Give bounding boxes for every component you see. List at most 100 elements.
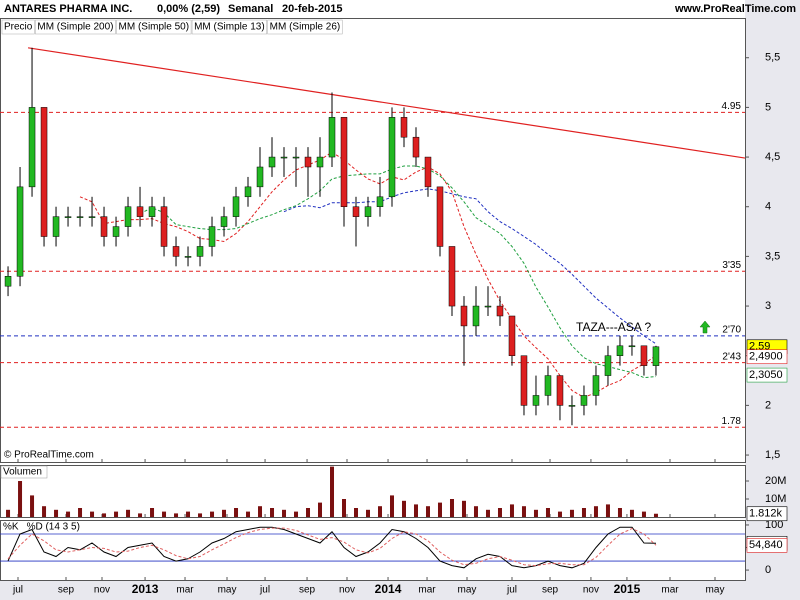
change: 0,00% (2,59) bbox=[157, 3, 220, 15]
volume-bar bbox=[318, 502, 323, 517]
candle-body bbox=[400, 117, 408, 138]
volume-bar bbox=[90, 511, 95, 517]
legend-box bbox=[35, 19, 116, 35]
candle-body bbox=[76, 216, 84, 218]
volume-bar bbox=[366, 509, 371, 517]
volume-bar bbox=[18, 481, 23, 517]
x-tick-label: mar bbox=[176, 585, 194, 596]
candle-body bbox=[328, 117, 336, 158]
volume-bar bbox=[569, 509, 574, 517]
volume-bar bbox=[617, 508, 622, 517]
volume-bar bbox=[461, 500, 466, 517]
candle-body bbox=[628, 345, 636, 348]
volume-bar bbox=[162, 511, 167, 517]
y-tick-label: 100 bbox=[765, 519, 783, 531]
candle-body bbox=[580, 395, 588, 406]
candle-body bbox=[616, 345, 624, 356]
y-tick-label: 5,5 bbox=[765, 52, 780, 64]
volume-bar bbox=[222, 509, 227, 517]
volume-bar bbox=[629, 509, 634, 517]
volume-bar bbox=[533, 509, 538, 517]
candle-body bbox=[496, 305, 504, 317]
y-tick-label: 20M bbox=[765, 475, 786, 487]
y-tick-label: 3,5 bbox=[765, 250, 780, 262]
candle-body bbox=[100, 216, 108, 237]
x-tick-label: nov bbox=[339, 585, 355, 596]
source: www.ProRealTime.com bbox=[674, 3, 796, 15]
level-label: 2'70 bbox=[722, 324, 741, 335]
y-tick-label: 0 bbox=[765, 564, 771, 576]
candle-body bbox=[484, 305, 492, 308]
volume-bar bbox=[30, 495, 35, 517]
candle-body bbox=[316, 156, 324, 168]
candle-body bbox=[592, 375, 600, 396]
volume-bar bbox=[138, 513, 143, 517]
volume-bar bbox=[521, 506, 526, 517]
candle-body bbox=[172, 246, 180, 257]
value-box bbox=[746, 349, 788, 365]
candle-body bbox=[184, 256, 192, 258]
x-tick-label: 2014 bbox=[375, 582, 402, 596]
value-box-label: 1.812k bbox=[749, 508, 783, 520]
candle-body bbox=[568, 405, 576, 407]
candle-body bbox=[256, 166, 264, 188]
x-tick-label: sep bbox=[542, 585, 559, 596]
candle-body bbox=[652, 346, 660, 366]
value-box-label: 54,840 bbox=[749, 539, 783, 551]
legend-label: Precio bbox=[4, 22, 33, 33]
candle-body bbox=[196, 246, 204, 257]
trend-line bbox=[27, 47, 746, 159]
volume-bar bbox=[174, 513, 179, 517]
candle-body bbox=[640, 345, 648, 366]
stochastic-frame bbox=[0, 520, 746, 581]
volume-bar bbox=[449, 499, 454, 517]
legend-box bbox=[1, 19, 35, 35]
candle-body bbox=[232, 196, 240, 217]
x-tick-label: 2013 bbox=[132, 582, 159, 596]
candle-body bbox=[124, 206, 132, 227]
candle-body bbox=[244, 186, 252, 198]
volume-bar bbox=[485, 509, 490, 517]
candle-body bbox=[436, 186, 444, 247]
volume-bar bbox=[389, 495, 394, 517]
y-tick-label: 4,5 bbox=[765, 151, 780, 163]
value-box-label: 2,4900 bbox=[749, 351, 783, 363]
candle-body bbox=[364, 206, 372, 217]
candle-body bbox=[352, 206, 360, 217]
legend-box bbox=[191, 19, 267, 35]
legend-label: %K bbox=[3, 522, 19, 533]
volume-bar bbox=[42, 506, 47, 517]
volume-bar bbox=[306, 508, 311, 517]
volume-bar bbox=[330, 466, 335, 517]
candle-body bbox=[460, 305, 468, 327]
moving-average bbox=[283, 188, 657, 345]
volume-bar bbox=[114, 511, 119, 517]
candle-body bbox=[52, 216, 60, 237]
volume-bar bbox=[258, 506, 263, 517]
volume-bar bbox=[641, 511, 646, 517]
x-tick-label: jul bbox=[259, 585, 270, 596]
volume-bar bbox=[270, 508, 275, 517]
candle-body bbox=[532, 395, 540, 406]
value-box bbox=[746, 367, 788, 383]
candle-body bbox=[268, 156, 276, 168]
y-tick-label: 3 bbox=[765, 300, 771, 312]
up-arrow bbox=[699, 320, 711, 334]
candle-body bbox=[112, 226, 120, 237]
volume-bar bbox=[473, 506, 478, 517]
candle-body bbox=[28, 107, 36, 188]
candle-body bbox=[4, 276, 12, 287]
volume-bar bbox=[605, 504, 610, 517]
annotation: TAZA---ASA ? bbox=[576, 320, 651, 334]
level-label: 3'35 bbox=[722, 260, 741, 271]
panel-title: Volumen bbox=[3, 467, 42, 478]
candle-body bbox=[160, 206, 168, 247]
volume-bar bbox=[354, 508, 359, 517]
volume-bar bbox=[54, 509, 59, 517]
candle-body bbox=[148, 206, 156, 217]
x-tick-label: 2015 bbox=[614, 582, 641, 596]
candle-body bbox=[340, 117, 348, 207]
x-tick-label: mar bbox=[418, 585, 436, 596]
